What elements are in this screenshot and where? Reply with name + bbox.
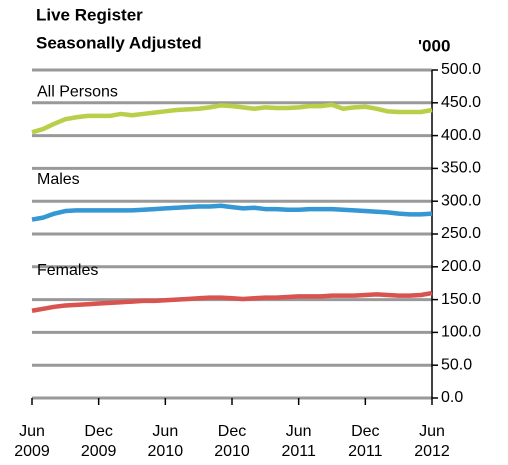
chart-title: Live Register <box>36 5 143 24</box>
chart-subtitle: Seasonally Adjusted <box>36 33 202 52</box>
y-tick-label: 100.0 <box>441 324 481 341</box>
x-tick-label: Dec 2009 <box>80 423 117 460</box>
x-tick-label: Dec 2010 <box>214 423 250 460</box>
y-tick-label: 450.0 <box>441 94 481 111</box>
y-tick-label: 500.0 <box>441 61 481 78</box>
y-tick-label: 150.0 <box>441 291 481 308</box>
y-tick-label: 0.0 <box>441 389 463 406</box>
series-label: Females <box>37 262 98 279</box>
y-tick-label: 250.0 <box>441 225 481 242</box>
series-label: All Persons <box>37 84 118 101</box>
series-line <box>31 203 433 222</box>
y-tick-label: 50.0 <box>441 356 472 373</box>
y-tick-label: 200.0 <box>441 258 481 275</box>
x-tick-label: Dec 2011 <box>348 423 383 460</box>
series-label: Males <box>37 171 80 188</box>
series-line <box>31 290 433 313</box>
x-tick-label: Jun 2012 <box>414 423 450 460</box>
y-tick-label: 350.0 <box>441 160 481 177</box>
x-tick-label: Jun 2010 <box>147 423 184 460</box>
y-unit: '000 <box>418 36 450 55</box>
series-line <box>31 102 433 135</box>
x-tick-label: Jun 2011 <box>281 423 316 460</box>
y-tick-label: 300.0 <box>441 192 481 209</box>
y-tick-label: 400.0 <box>441 127 481 144</box>
x-tick-label: Jun 2009 <box>14 423 50 460</box>
